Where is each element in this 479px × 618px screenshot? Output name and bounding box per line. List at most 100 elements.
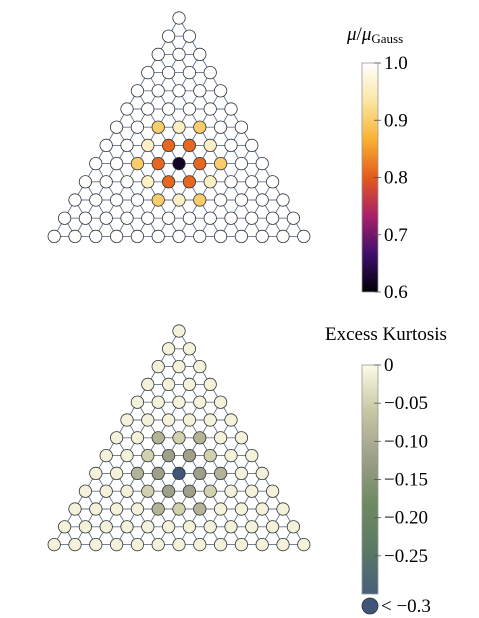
lattice-node (99, 138, 113, 152)
lattice-node (120, 413, 134, 427)
lattice-node (224, 484, 238, 498)
lattice-node (265, 520, 280, 534)
lattice-node (68, 537, 82, 552)
lattice-node (234, 157, 248, 171)
lattice-node (203, 520, 217, 534)
lattice-node (276, 229, 290, 243)
lattice-node (203, 138, 217, 152)
lattice-node (162, 520, 176, 534)
lattice-node (224, 448, 238, 463)
bottom-colorbar: Excess Kurtosis 0 −0.05 −0.10 −0.15 −0.20 −0.… (325, 324, 447, 617)
lattice-node (234, 466, 248, 480)
lattice-node (78, 520, 93, 534)
lattice-node (276, 502, 290, 516)
lattice-node (214, 395, 228, 409)
lattice-node (182, 413, 196, 427)
lattice-node (214, 84, 228, 98)
lattice-node (162, 413, 176, 427)
underflow-swatch (361, 597, 379, 615)
lattice-node (182, 377, 196, 391)
lattice-node (172, 193, 186, 207)
lattice-node (141, 66, 155, 80)
lattice-node (78, 211, 93, 225)
lattice-node (89, 229, 103, 243)
lattice-node (47, 229, 61, 243)
lattice-node (193, 431, 207, 445)
lattice-node (162, 211, 176, 225)
lattice-node (151, 84, 165, 98)
lattice-node (245, 520, 259, 534)
lattice-node (265, 484, 280, 498)
lattice-node (130, 431, 144, 445)
lattice-node (234, 537, 248, 552)
lattice-node (162, 342, 176, 356)
lattice-node (255, 193, 269, 207)
lattice-node (193, 157, 207, 171)
colorbar-tick-label: −0.20 (384, 508, 428, 529)
lattice-node (193, 120, 207, 134)
bottom-lattice-nodes (47, 324, 311, 552)
top-lattice-nodes (47, 11, 311, 243)
lattice-node (214, 502, 228, 516)
lattice-node (110, 193, 124, 207)
lattice-node (110, 431, 124, 445)
lattice-node (245, 448, 259, 463)
lattice-node (110, 120, 124, 134)
lattice-node (89, 193, 103, 207)
lattice-node (255, 229, 269, 243)
lattice-node (286, 211, 300, 225)
lattice-node (193, 359, 207, 374)
colorbar-tick-label: −0.15 (384, 470, 428, 491)
lattice-node (265, 175, 280, 189)
lattice-node (172, 11, 186, 25)
lattice-node (203, 413, 217, 427)
lattice-node (234, 431, 248, 445)
lattice-node (141, 138, 155, 152)
lattice-node (110, 157, 124, 171)
lattice-node (47, 537, 61, 552)
lattice-node (193, 229, 207, 243)
lattice-node (297, 537, 311, 552)
lattice-node (99, 520, 113, 534)
lattice-node (141, 448, 155, 463)
lattice-node (151, 47, 165, 62)
lattice-node (89, 537, 103, 552)
lattice-node (255, 537, 269, 552)
lattice-node (193, 47, 207, 62)
lattice-node (286, 520, 300, 534)
top-colorbar: μ/μGauss 1.00.90.80.70.6 (346, 24, 408, 303)
lattice-node (182, 138, 196, 152)
lattice-node (276, 537, 290, 552)
lattice-node (172, 229, 186, 243)
lattice-node (151, 157, 165, 171)
lattice-node (151, 502, 165, 516)
colorbar-tick-label: 0 (384, 355, 394, 376)
lattice-node (120, 175, 134, 189)
lattice-node (182, 484, 196, 498)
lattice-node (162, 29, 176, 43)
lattice-node (120, 102, 134, 116)
lattice-node (68, 229, 82, 243)
top-title-subscript: Gauss (371, 31, 403, 46)
lattice-node (57, 520, 72, 534)
colorbar-tick-label: 0.8 (384, 168, 408, 189)
lattice-node (224, 413, 238, 427)
bottom-panel: Excess Kurtosis 0 −0.05 −0.10 −0.15 −0.20 −0.… (47, 324, 447, 617)
lattice-node (172, 120, 186, 134)
lattice-node (182, 175, 196, 189)
lattice-node (120, 520, 134, 534)
lattice-node (245, 138, 259, 152)
lattice-node (130, 537, 144, 552)
lattice-node (130, 84, 144, 98)
lattice-node (130, 120, 144, 134)
lattice-node (214, 157, 228, 171)
lattice-node (203, 448, 217, 463)
lattice-node (255, 466, 269, 480)
lattice-node (234, 120, 248, 134)
lattice-node (141, 211, 155, 225)
lattice-node (193, 466, 207, 480)
lattice-node (172, 47, 186, 62)
lattice-node (203, 175, 217, 189)
lattice-node (141, 175, 155, 189)
bottom-colorbar-title: Excess Kurtosis (325, 324, 447, 345)
